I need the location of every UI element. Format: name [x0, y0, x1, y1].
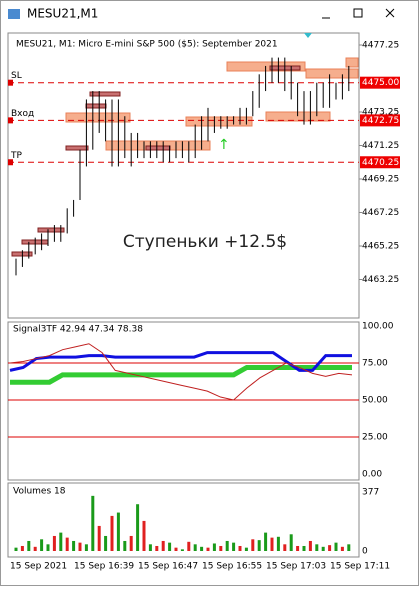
volume-bar	[283, 544, 287, 551]
price-tick-label: 4465.25	[362, 242, 399, 252]
volume-bar	[72, 540, 76, 551]
volume-bar	[65, 537, 69, 551]
volume-bar	[315, 544, 319, 551]
price-tick-label: 4471.25	[362, 141, 399, 151]
level-name: Вход	[11, 109, 34, 119]
volume-bar	[59, 532, 63, 551]
volume-bar	[200, 546, 204, 551]
volume-bar	[91, 495, 95, 551]
volume-bar	[180, 549, 184, 551]
time-label: 15 Sep 16:47	[138, 562, 198, 572]
volume-bar	[328, 545, 332, 551]
volume-bar	[27, 540, 31, 551]
volume-bar	[52, 535, 56, 551]
time-label: 15 Sep 17:03	[266, 562, 326, 572]
level-marker	[8, 79, 13, 86]
volume-bar	[136, 504, 140, 551]
volume-bar	[155, 545, 159, 551]
volume-bar	[123, 540, 127, 551]
volume-bar	[212, 543, 216, 551]
indicator-label: Signal3TF 42.94 47.34 78.38	[13, 325, 143, 335]
volume-bar	[110, 515, 114, 551]
indicator-tick-label: 75.00	[362, 359, 388, 369]
marker	[304, 33, 312, 38]
volume-label: Volumes 18	[13, 487, 66, 497]
window-title: MESU21,M1	[27, 7, 98, 21]
volume-bar	[232, 542, 236, 551]
volume-bar	[97, 525, 101, 551]
indicator-red	[9, 343, 353, 401]
window-buttons[interactable]	[322, 8, 395, 19]
chart-header: MESU21, M1: Micro E-mini S&P 500 ($5): S…	[16, 40, 278, 50]
volume-bar	[244, 547, 248, 551]
volume-bar	[340, 546, 344, 551]
level-marker	[8, 117, 13, 124]
volume-bar	[276, 536, 280, 551]
volume-tick-label: 0	[362, 547, 368, 557]
level-price-box	[360, 114, 400, 127]
volume-bar	[148, 544, 152, 551]
volume-bar	[33, 546, 37, 551]
indicator-pane	[7, 321, 360, 481]
level-price-label: 4472.75	[362, 116, 399, 126]
volume-bar	[104, 535, 108, 551]
volume-bar	[219, 545, 223, 551]
main-pane	[7, 32, 360, 319]
volume-bar	[206, 547, 210, 551]
volume-bar	[84, 544, 88, 551]
annotation: Ступеньки +12.5$	[123, 232, 287, 252]
volume-bar	[321, 546, 325, 551]
volume-bar	[302, 545, 306, 551]
volume-bar	[296, 545, 300, 551]
volume-bar	[308, 540, 312, 551]
indicator-blue	[9, 351, 352, 372]
level-name: SL	[11, 71, 22, 81]
volume-bar	[129, 535, 133, 551]
volume-bar	[20, 545, 24, 551]
volume-bar	[40, 539, 44, 551]
volume-bar	[161, 540, 165, 551]
level-price-label: 4470.25	[362, 158, 399, 168]
volume-bar	[289, 534, 293, 551]
price-tick-label: 4463.25	[362, 275, 399, 285]
volume-bar	[347, 544, 351, 551]
price-tick-label: 4477.25	[362, 41, 399, 51]
level-price-box	[360, 156, 400, 169]
price-tick-label: 4467.25	[362, 208, 399, 218]
level-name: TP	[10, 151, 22, 161]
volume-bar	[116, 512, 120, 551]
price-tick-label: 4473.25	[362, 108, 399, 118]
time-label: 15 Sep 16:39	[74, 562, 134, 572]
indicator-tick-label: 50.00	[362, 396, 388, 406]
volume-bar	[187, 541, 191, 551]
level-price-label: 4475.00	[362, 78, 399, 88]
price-tick-label: 4469.25	[362, 175, 399, 185]
level-price-box	[360, 76, 400, 89]
volume-bar	[142, 520, 146, 551]
time-label: 15 Sep 17:11	[330, 562, 390, 572]
time-label: 15 Sep 2021	[10, 562, 67, 572]
volume-tick-label: 377	[362, 488, 379, 498]
volume-bar	[238, 545, 242, 551]
volume-bar	[257, 540, 261, 551]
volume-bar	[78, 542, 82, 551]
level-marker	[8, 159, 13, 166]
volume-bar	[251, 539, 255, 551]
indicator-tick-label: 25.00	[362, 433, 388, 443]
volume-bar	[270, 537, 274, 551]
volume-bar	[193, 544, 197, 551]
indicator-tick-label: 100.00	[362, 322, 394, 332]
volume-bar	[168, 542, 172, 551]
arrow-up: ↑	[218, 137, 230, 153]
volume-bar	[334, 542, 338, 551]
window-icon	[8, 9, 20, 19]
volume-bar	[264, 532, 268, 551]
time-label: 15 Sep 16:55	[202, 562, 262, 572]
volume-bar	[14, 547, 18, 551]
volume-bar	[46, 544, 50, 551]
indicator-tick-label: 0.00	[362, 470, 382, 480]
volume-bar	[174, 547, 178, 551]
volume-bar	[225, 540, 229, 551]
